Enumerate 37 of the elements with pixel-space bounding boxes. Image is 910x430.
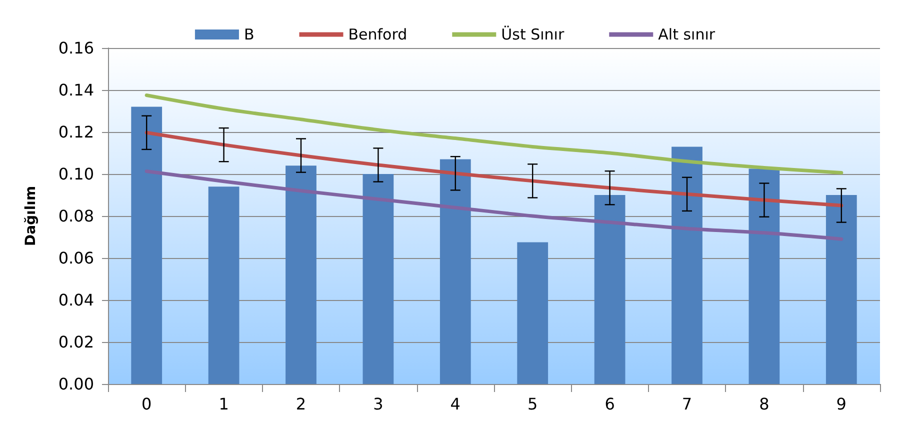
y-tick-label: 0.14 — [58, 80, 94, 100]
y-tick-label: 0.00 — [58, 374, 94, 394]
y-tick-label: 0.10 — [58, 164, 94, 184]
line-series — [144, 94, 844, 174]
x-tick-label: 4 — [450, 394, 460, 414]
bar — [131, 106, 162, 384]
x-tick-label: 3 — [373, 394, 384, 414]
x-tick-label: 5 — [528, 394, 538, 414]
x-tick-label: 8 — [759, 394, 770, 414]
legend-label: Üst Sınır — [501, 26, 565, 44]
y-tick-label: 0.06 — [58, 248, 94, 268]
x-tick-label: 0 — [142, 394, 152, 414]
bar — [440, 159, 471, 384]
bar — [672, 146, 702, 384]
line-series — [144, 130, 844, 208]
legend-label: B — [244, 26, 254, 44]
legend-label: Alt sınır — [658, 26, 716, 44]
y-tick-label: 0.16 — [58, 38, 94, 58]
line-series — [144, 170, 844, 241]
y-tick-label: 0.08 — [58, 206, 94, 226]
bar — [286, 166, 316, 384]
x-tick-label: 1 — [218, 394, 229, 414]
bar — [826, 195, 857, 384]
x-tick-label: 2 — [296, 394, 306, 414]
bar — [748, 168, 780, 384]
bar — [208, 186, 240, 384]
x-tick-label: 7 — [682, 394, 692, 414]
bar — [594, 195, 626, 384]
bar — [517, 242, 548, 384]
y-tick-label: 0.12 — [58, 122, 94, 142]
x-tick-label: 9 — [836, 394, 846, 414]
y-tick-label: 0.04 — [58, 290, 94, 310]
legend-label: Benford — [348, 26, 408, 44]
bar — [362, 174, 394, 384]
y-tick-label: 0.02 — [58, 332, 94, 352]
y-axis-title: Dağılım — [23, 186, 39, 246]
x-tick-label: 6 — [604, 394, 615, 414]
